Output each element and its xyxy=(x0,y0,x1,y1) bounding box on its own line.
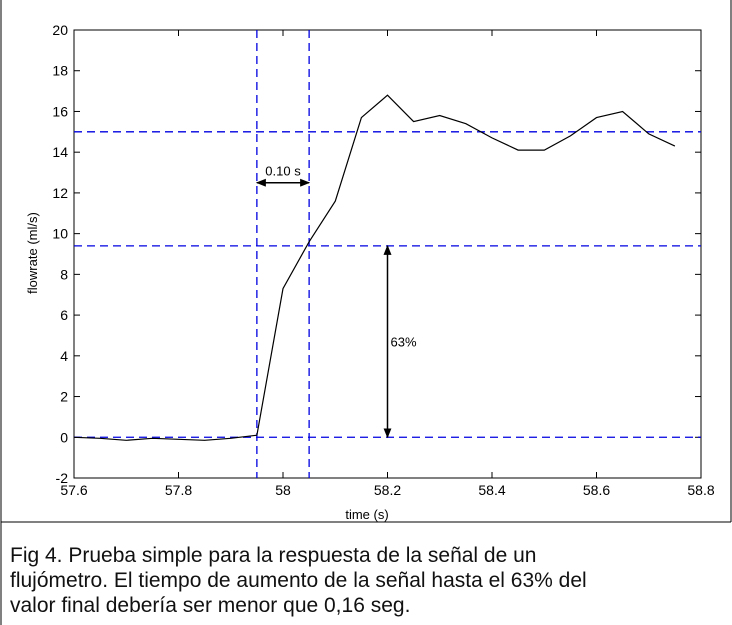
y-tick-label: 4 xyxy=(60,348,68,364)
annotation-label: 63% xyxy=(391,335,417,350)
x-tick-label: 57.6 xyxy=(60,482,87,498)
y-tick-label: 12 xyxy=(52,185,68,201)
y-tick-label: 2 xyxy=(60,389,68,405)
y-tick-label: 8 xyxy=(60,266,68,282)
y-tick-label: 0 xyxy=(60,429,68,445)
y-tick-label: 20 xyxy=(52,22,68,38)
flowrate-series-line xyxy=(73,94,676,441)
x-axis-label: time (s) xyxy=(345,507,388,522)
y-tick-label: 18 xyxy=(52,63,68,79)
plot-area: 57.6 57.8 58 58.2 58.4 58.6 58.8 -2 0 2 4 6 8 10 12 14 1… xyxy=(52,22,714,498)
x-tick-label: 58.6 xyxy=(583,482,610,498)
y-tick-label: 10 xyxy=(52,226,68,242)
caption-line: Fig 4. Prueba simple para la respuesta d… xyxy=(10,544,537,567)
x-tick-label: 58.4 xyxy=(478,482,505,498)
y-axis-label: flowrate (ml/s) xyxy=(25,212,40,294)
figure-caption: Fig 4. Prueba simple para la respuesta d… xyxy=(10,543,725,618)
y-tick-label: 6 xyxy=(60,307,68,323)
x-tick-label: 58.8 xyxy=(687,482,714,498)
x-tick-label: 58.2 xyxy=(374,482,401,498)
caption-line: flujómetro. El tiempo de aumento de la s… xyxy=(10,569,587,592)
x-tick-label: 57.8 xyxy=(165,482,192,498)
x-tick-label: 58 xyxy=(275,482,291,498)
caption-line: valor final debería ser menor que 0,16 s… xyxy=(10,594,411,617)
y-tick-label: -2 xyxy=(56,470,69,486)
annotation-label: 0.10 s xyxy=(265,164,301,179)
y-tick-label: 16 xyxy=(52,103,68,119)
y-tick-label: 14 xyxy=(52,144,68,160)
